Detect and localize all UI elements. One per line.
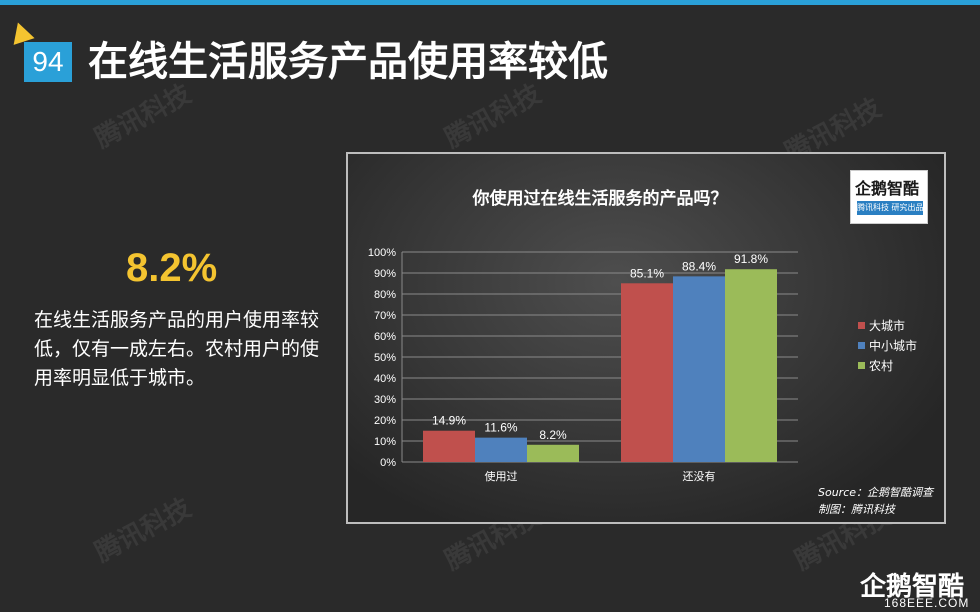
x-tick-label: 使用过 — [485, 470, 518, 483]
legend-label: 农村 — [869, 359, 893, 373]
bar-农村-还没有 — [725, 269, 777, 462]
y-tick-label: 60% — [374, 331, 396, 343]
legend-label: 中小城市 — [869, 338, 917, 353]
y-tick-label: 20% — [374, 415, 396, 427]
bar-大城市-还没有 — [621, 283, 673, 462]
data-label: 8.2% — [539, 428, 567, 442]
legend-swatch — [858, 342, 865, 349]
stat-description: 在线生活服务产品的用户使用率较低，仅有一成左右。农村用户的使用率明显低于城市。 — [34, 309, 320, 389]
chart-title: 你使用过在线生活服务的产品吗？ — [472, 188, 728, 209]
bar-中小城市-还没有 — [673, 276, 725, 462]
data-label: 88.4% — [682, 259, 716, 273]
bar-chart: 你使用过在线生活服务的产品吗？ 0% 10% 20% 30% 40% 50% 60% 70% 8… — [368, 188, 935, 516]
top-accent-bar — [0, 0, 980, 5]
legend-swatch — [858, 362, 865, 369]
chart-logo: 企鹅智酷 腾讯科技 研究出品 — [850, 170, 928, 224]
bar-农村-使用过 — [527, 444, 579, 462]
chart-logo-sub: 腾讯科技 研究出品 — [857, 201, 924, 215]
page-number: 94 — [24, 42, 72, 82]
y-tick-label: 70% — [374, 310, 396, 322]
data-label: 91.8% — [734, 252, 768, 266]
data-label: 14.9% — [432, 414, 466, 428]
highlight-stat: 8.2% — [126, 246, 218, 290]
chart-panel: 你使用过在线生活服务的产品吗？ 0% 10% 20% 30% 40% 50% 60% 70% 8… — [346, 152, 946, 524]
y-tick-label: 40% — [374, 373, 396, 385]
corner-logo: 企鹅智酷 — [860, 572, 965, 602]
y-tick-label: 10% — [374, 436, 396, 448]
y-tick-label: 80% — [374, 289, 396, 301]
legend-label: 大城市 — [869, 318, 905, 333]
chart-credit: 制图：腾讯科技 — [818, 503, 897, 516]
chart-logo-name: 企鹅智酷 — [855, 179, 920, 198]
y-tick-label: 30% — [374, 394, 396, 406]
bar-中小城市-使用过 — [475, 437, 527, 462]
page-title: 在线生活服务产品使用率较低 — [88, 39, 608, 85]
y-tick-label: 50% — [374, 352, 396, 364]
data-label: 85.1% — [630, 266, 664, 280]
legend-swatch — [858, 322, 865, 329]
chart-source: Source：企鹅智酷调查 — [818, 486, 935, 499]
bar-大城市-使用过 — [423, 430, 475, 462]
corner-site: 168EEE.COM — [884, 596, 970, 610]
y-tick-label: 90% — [374, 268, 396, 280]
data-label: 11.6% — [484, 421, 517, 435]
y-tick-label: 100% — [368, 247, 396, 259]
x-tick-label: 还没有 — [683, 469, 716, 483]
y-tick-label: 0% — [380, 457, 396, 469]
watermark: 腾讯科技 — [90, 493, 197, 569]
